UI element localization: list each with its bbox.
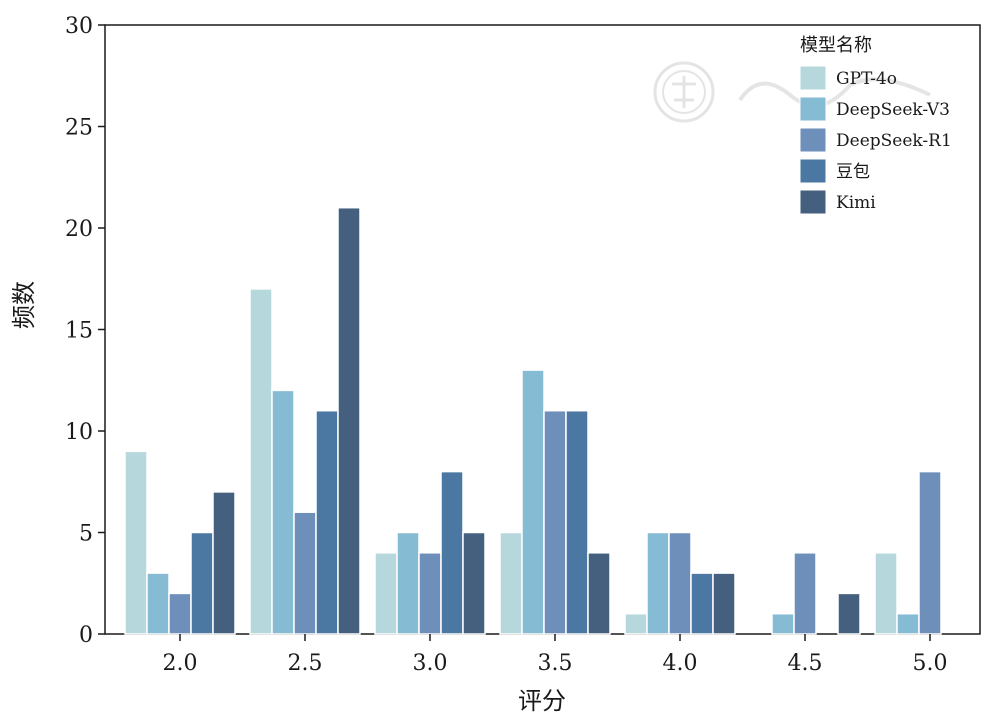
- legend-swatch: [799, 127, 827, 153]
- bar-Kimi-2.5: [337, 206, 361, 635]
- legend-title: 模型名称: [800, 35, 872, 56]
- x-tick-label: 2.0: [163, 651, 198, 676]
- bar-豆包-3.5: [565, 409, 589, 635]
- x-tick-label: 2.5: [288, 651, 323, 676]
- bar-Kimi-3.5: [587, 552, 611, 635]
- legend-swatch: [799, 65, 827, 91]
- bar-豆包-2.0: [190, 531, 214, 635]
- bar-DeepSeek-R1-3.0: [418, 552, 442, 635]
- bar-DeepSeek-V3-4.5: [771, 612, 795, 635]
- x-axis: 2.0 2.5 3.0 3.5 4.0 4.5 5.0: [163, 634, 948, 676]
- bar-DeepSeek-V3-4.0: [646, 531, 670, 635]
- legend-label: 豆包: [836, 162, 870, 182]
- x-tick-label: 4.0: [663, 651, 698, 676]
- y-tick-label: 25: [65, 116, 93, 141]
- legend-label: DeepSeek-R1: [836, 131, 952, 151]
- y-tick-label: 5: [79, 522, 93, 547]
- y-axis-title: 频数: [10, 281, 38, 329]
- x-tick-label: 3.5: [538, 651, 573, 676]
- bar-GPT-4o-3.5: [499, 531, 523, 635]
- legend-label: Kimi: [836, 193, 876, 213]
- y-tick-label: 15: [65, 319, 93, 344]
- bars: [124, 206, 942, 635]
- bar-DeepSeek-V3-2.0: [146, 572, 170, 635]
- y-tick-label: 20: [65, 217, 93, 242]
- legend-swatch: [799, 158, 827, 184]
- y-tick-label: 0: [79, 623, 93, 648]
- x-axis-title: 评分: [518, 687, 566, 715]
- legend: 模型名称 GPT-4o DeepSeek-V3 DeepSeek-R1 豆包 Kimi: [799, 35, 952, 215]
- x-tick-label: 3.0: [413, 651, 448, 676]
- bar-GPT-4o-3.0: [374, 552, 398, 635]
- x-tick-label: 4.5: [788, 651, 823, 676]
- y-tick-label: 10: [65, 420, 93, 445]
- bar-DeepSeek-V3-3.5: [521, 369, 545, 635]
- legend-swatch: [799, 96, 827, 122]
- bar-DeepSeek-R1-4.5: [793, 552, 817, 635]
- bar-DeepSeek-V3-3.0: [396, 531, 420, 635]
- bar-Kimi-2.0: [212, 491, 236, 635]
- bar-DeepSeek-V3-2.5: [271, 389, 295, 635]
- bar-DeepSeek-R1-4.0: [668, 531, 692, 635]
- bar-豆包-3.0: [440, 470, 464, 635]
- bar-豆包-4.0: [690, 572, 714, 635]
- bar-GPT-4o-4.0: [624, 612, 648, 635]
- bar-Kimi-4.5: [837, 592, 861, 635]
- bar-GPT-4o-5.0: [874, 552, 898, 635]
- legend-label: GPT-4o: [836, 69, 897, 89]
- bar-DeepSeek-R1-2.0: [168, 592, 192, 635]
- bar-DeepSeek-R1-2.5: [293, 511, 317, 635]
- bar-Kimi-3.0: [462, 531, 486, 635]
- bar-DeepSeek-R1-5.0: [918, 470, 942, 635]
- y-tick-label: 30: [65, 14, 93, 39]
- bar-豆包-2.5: [315, 409, 339, 635]
- x-tick-label: 5.0: [913, 651, 948, 676]
- bar-GPT-4o-2.5: [249, 288, 273, 635]
- legend-swatch: [799, 189, 827, 215]
- bar-DeepSeek-R1-3.5: [543, 409, 567, 635]
- y-axis: 0 5 10 15 20 25 30: [65, 14, 105, 648]
- bar-GPT-4o-2.0: [124, 450, 148, 635]
- bar-DeepSeek-V3-5.0: [896, 612, 920, 635]
- bar-Kimi-4.0: [712, 572, 736, 635]
- legend-label: DeepSeek-V3: [836, 100, 950, 120]
